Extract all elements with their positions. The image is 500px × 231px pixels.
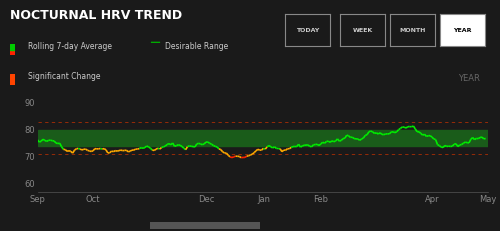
Text: Desirable Range: Desirable Range [165, 42, 228, 51]
Text: ━━: ━━ [150, 38, 160, 47]
Text: YEAR: YEAR [453, 27, 472, 33]
Text: Rolling 7-day Average: Rolling 7-day Average [28, 42, 112, 51]
Text: TODAY: TODAY [296, 27, 319, 33]
Text: NOCTURNAL HRV TREND: NOCTURNAL HRV TREND [10, 9, 182, 22]
Bar [10, 50, 15, 55]
Text: MONTH: MONTH [400, 27, 425, 33]
Text: Significant Change: Significant Change [28, 72, 100, 81]
Text: YEAR: YEAR [458, 74, 480, 83]
Bar [38, 130, 488, 146]
Text: WEEK: WEEK [352, 27, 372, 33]
Bar [10, 44, 15, 50]
